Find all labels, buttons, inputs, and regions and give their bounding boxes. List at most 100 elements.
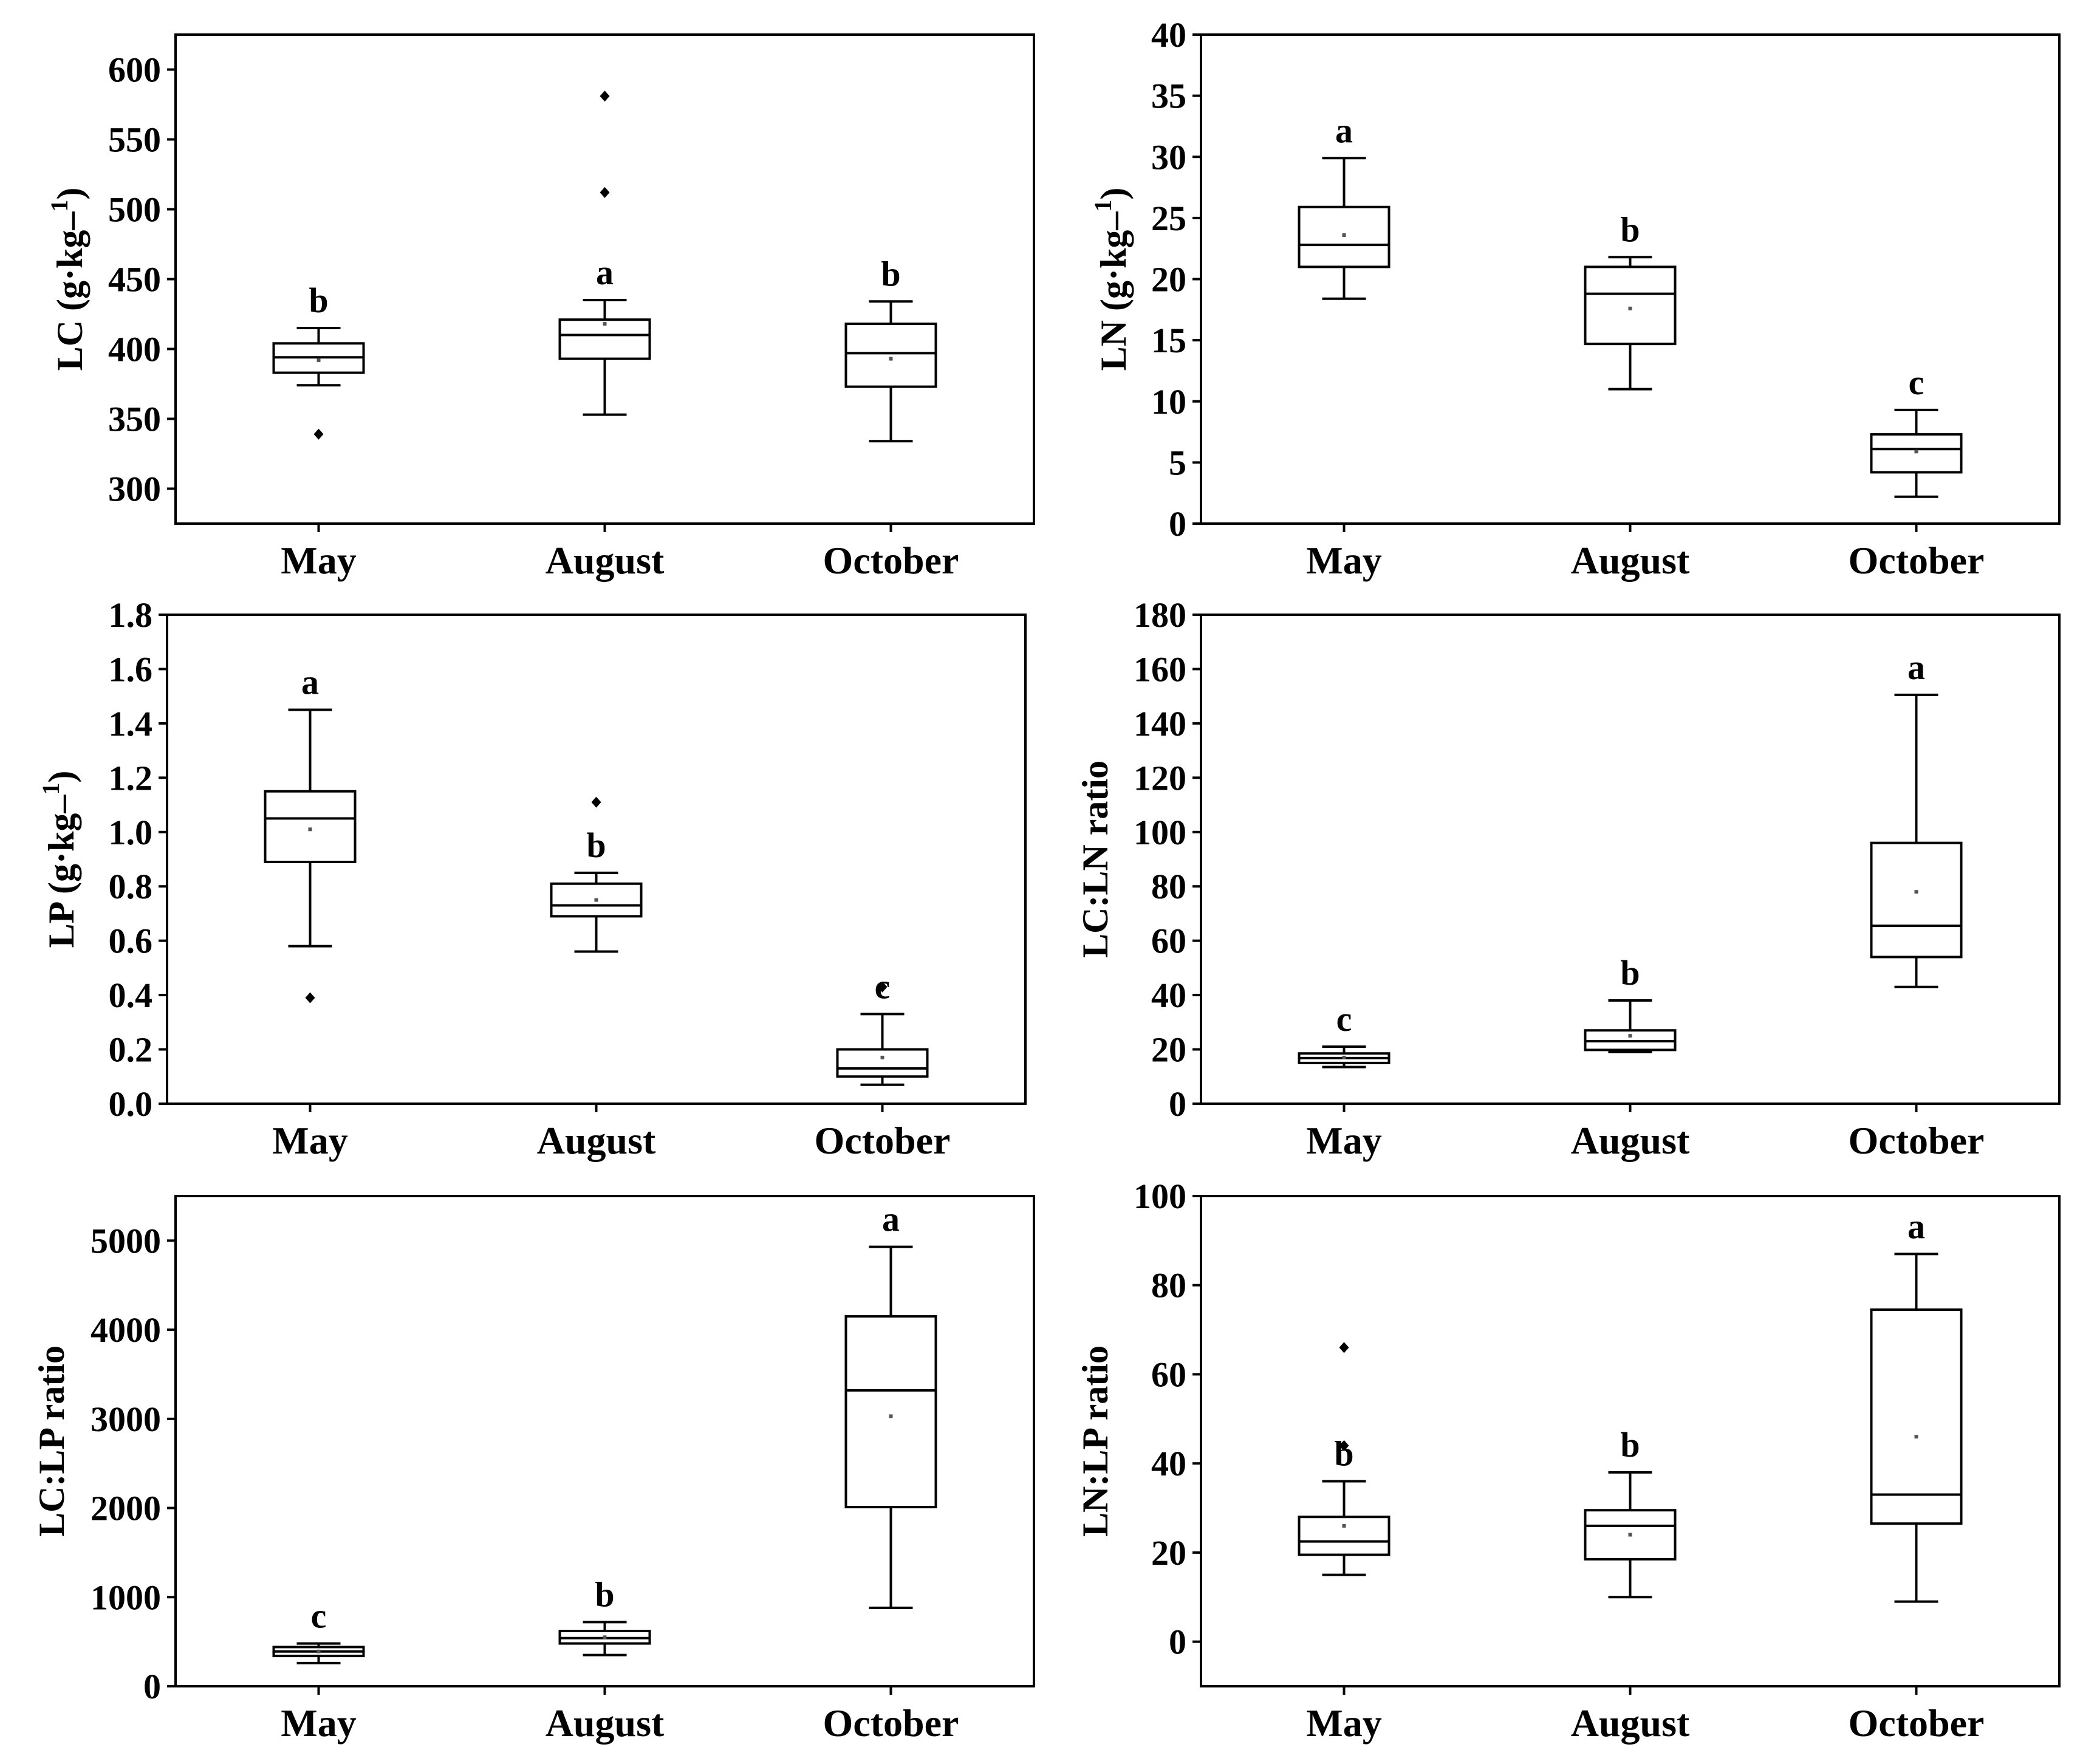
y-tick-label: 0.4: [109, 976, 153, 1015]
y-tick-label: 3000: [91, 1400, 161, 1439]
significance-letter: b: [595, 1574, 614, 1614]
y-tick-label: 20: [1151, 1533, 1186, 1573]
iqr-box: [1298, 1516, 1391, 1556]
outlier-point: [591, 796, 601, 808]
mean-marker: [316, 358, 321, 362]
significance-letter: a: [301, 663, 319, 702]
iqr-box: [1870, 841, 1963, 959]
y-tick-label: 0.6: [109, 921, 153, 961]
x-tick-label-may: May: [1306, 1701, 1381, 1745]
iqr-box: [844, 1315, 937, 1509]
mean-marker: [1628, 1533, 1632, 1537]
box-october: c: [1870, 363, 1963, 498]
outlier-point: [600, 186, 610, 198]
mean-marker: [1342, 1055, 1346, 1059]
y-tick-label: 350: [108, 400, 161, 439]
box-october: a: [1870, 1206, 1963, 1603]
y-tick-label: 20: [1151, 1030, 1186, 1070]
significance-letter: b: [1334, 1434, 1353, 1474]
panel-ln: 0 5 10 15 20 25 30 35 40 LN (g·kg–1) May a August b Oc…: [1089, 15, 2061, 582]
panel-lnlp: 0 20 40 60 80 100 LN:LP ratio May b August b Octobe…: [1075, 1177, 2061, 1745]
box-may: c: [272, 1596, 365, 1664]
box-may: b: [272, 281, 365, 440]
y-tick-label: 15: [1151, 321, 1186, 360]
mean-marker: [889, 1414, 893, 1418]
x-tick-label-august: August: [546, 539, 665, 582]
x-tick-label-august: August: [1571, 1119, 1690, 1162]
box-october: b: [844, 254, 937, 443]
significance-letter: a: [882, 1200, 900, 1239]
panel-lcln: 0 20 40 60 80 100 120 140 160 180 LC:LN ratio May c A…: [1075, 595, 2061, 1162]
y-tick-label: 600: [108, 50, 161, 90]
box-may: a: [264, 663, 357, 1003]
significance-letter: b: [1620, 953, 1640, 993]
x-tick-label-october: October: [1849, 1701, 1985, 1745]
box-august: b: [1584, 210, 1677, 391]
y-tick-label: 1000: [91, 1578, 161, 1617]
x-tick-label-may: May: [1306, 1119, 1381, 1162]
mean-marker: [603, 322, 607, 326]
y-tick-label: 450: [108, 260, 161, 299]
y-tick-label: 0: [143, 1667, 161, 1706]
y-tick-label: 20: [1151, 260, 1186, 299]
significance-letter: b: [309, 281, 328, 320]
iqr-box: [264, 790, 357, 863]
x-tick-label-august: August: [546, 1701, 665, 1745]
iqr-box: [1870, 1308, 1963, 1525]
mean-marker: [1342, 233, 1346, 238]
y-tick-label: 300: [108, 470, 161, 509]
significance-letter: c: [875, 966, 891, 1006]
y-tick-label: 10: [1151, 382, 1186, 422]
y-tick-label: 35: [1151, 77, 1186, 116]
box-october: a: [844, 1200, 937, 1609]
x-tick-label-august: August: [1571, 539, 1690, 582]
y-axis-title: LC:LN ratio: [1075, 761, 1115, 958]
x-tick-label-august: August: [1571, 1701, 1690, 1745]
y-tick-label: 1.4: [109, 704, 153, 744]
significance-letter: c: [311, 1596, 327, 1636]
mean-marker: [1628, 1034, 1632, 1038]
iqr-box: [1298, 205, 1391, 268]
y-tick-label: 1.2: [109, 758, 153, 798]
significance-letter: b: [1620, 210, 1640, 249]
box-august: a: [558, 91, 651, 416]
y-tick-label: 400: [108, 330, 161, 369]
y-tick-label: 40: [1151, 1444, 1186, 1483]
x-tick-label-may: May: [1306, 539, 1381, 582]
x-tick-label-october: October: [823, 539, 959, 582]
outlier-point: [600, 91, 610, 102]
outlier-point: [1339, 1342, 1349, 1353]
iqr-box: [1584, 265, 1677, 346]
y-tick-label: 5000: [91, 1221, 161, 1260]
outlier-point: [877, 981, 888, 993]
mean-marker: [889, 357, 893, 361]
y-tick-label: 0: [1169, 1622, 1186, 1662]
y-tick-label: 100: [1134, 1177, 1186, 1216]
y-axis-title: LP (g·kg–1): [37, 771, 81, 948]
y-axis-title: LN:LP ratio: [1075, 1345, 1115, 1537]
mean-marker: [1342, 1523, 1346, 1528]
box-august: b: [1584, 1425, 1677, 1599]
x-tick-label-august: August: [537, 1119, 656, 1162]
y-tick-label: 140: [1134, 704, 1186, 744]
mean-marker: [1628, 306, 1632, 310]
y-tick-label: 160: [1134, 649, 1186, 689]
y-tick-label: 1.8: [109, 595, 153, 635]
y-tick-label: 60: [1151, 921, 1186, 961]
y-tick-label: 30: [1151, 137, 1186, 177]
panel-lclp: 0 1000 2000 3000 4000 5000 LC:LP ratio May c Augu…: [32, 1195, 1035, 1745]
x-tick-label-october: October: [823, 1701, 959, 1745]
iqr-box: [1870, 433, 1963, 474]
y-tick-label: 60: [1151, 1355, 1186, 1394]
box-august: b: [550, 796, 643, 953]
box-may: a: [1298, 111, 1391, 300]
outlier-point: [313, 428, 324, 440]
panel-lp: 0.0 0.2 0.4 0.6 0.8 1.0 1.2 1.4 1.6 1.8 LP (g·kg–1…: [37, 595, 1027, 1162]
mean-marker: [1914, 1435, 1918, 1439]
x-tick-label-may: May: [272, 1119, 347, 1162]
box-october: a: [1870, 648, 1963, 988]
x-tick-label-october: October: [815, 1119, 951, 1162]
x-tick-label-october: October: [1849, 1119, 1985, 1162]
significance-letter: c: [1909, 363, 1924, 402]
y-tick-label: 25: [1151, 199, 1186, 238]
